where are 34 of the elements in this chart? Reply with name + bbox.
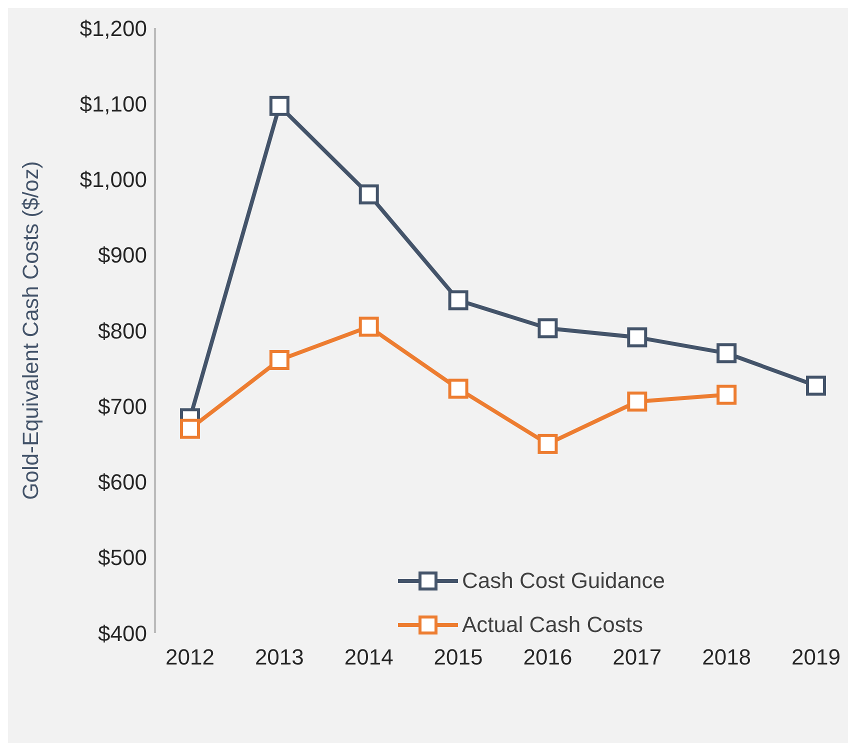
point xyxy=(358,184,379,204)
y-tick-label: $500 xyxy=(98,545,147,570)
point xyxy=(358,316,379,337)
point xyxy=(448,290,468,310)
point xyxy=(538,434,558,454)
point xyxy=(806,376,826,396)
point xyxy=(627,327,648,348)
y-axis-title: Gold-Equivalent Cash Costs ($/oz) xyxy=(18,161,43,500)
y-tick-label: $600 xyxy=(98,470,147,495)
legend-label: Actual Cash Costs xyxy=(462,612,643,638)
x-tick-label: 2013 xyxy=(254,644,304,670)
point xyxy=(180,418,200,439)
legend-label: Cash Cost Guidance xyxy=(462,568,665,594)
x-tick-label: 2014 xyxy=(344,644,394,670)
y-tick-label: $1,200 xyxy=(80,16,147,41)
point xyxy=(716,343,737,364)
point xyxy=(716,384,737,405)
y-tick-label: $400 xyxy=(98,620,147,646)
point xyxy=(627,392,648,412)
point xyxy=(448,378,468,399)
x-tick-label: 2016 xyxy=(523,644,572,670)
point xyxy=(269,350,290,370)
y-tick-label: $700 xyxy=(98,394,147,419)
x-tick-label: 2015 xyxy=(434,644,483,670)
x-tick-label: 2018 xyxy=(702,644,752,670)
x-tick-label: 2012 xyxy=(166,644,214,670)
y-tick-label: $800 xyxy=(98,318,147,344)
x-tick-label: 2017 xyxy=(612,644,662,670)
point xyxy=(538,318,558,338)
point xyxy=(269,96,290,116)
x-tick-label: 2019 xyxy=(792,644,840,670)
y-tick-label: $1,100 xyxy=(80,91,147,116)
y-tick-label: $900 xyxy=(98,242,147,268)
y-tick-label: $1,000 xyxy=(80,167,147,192)
